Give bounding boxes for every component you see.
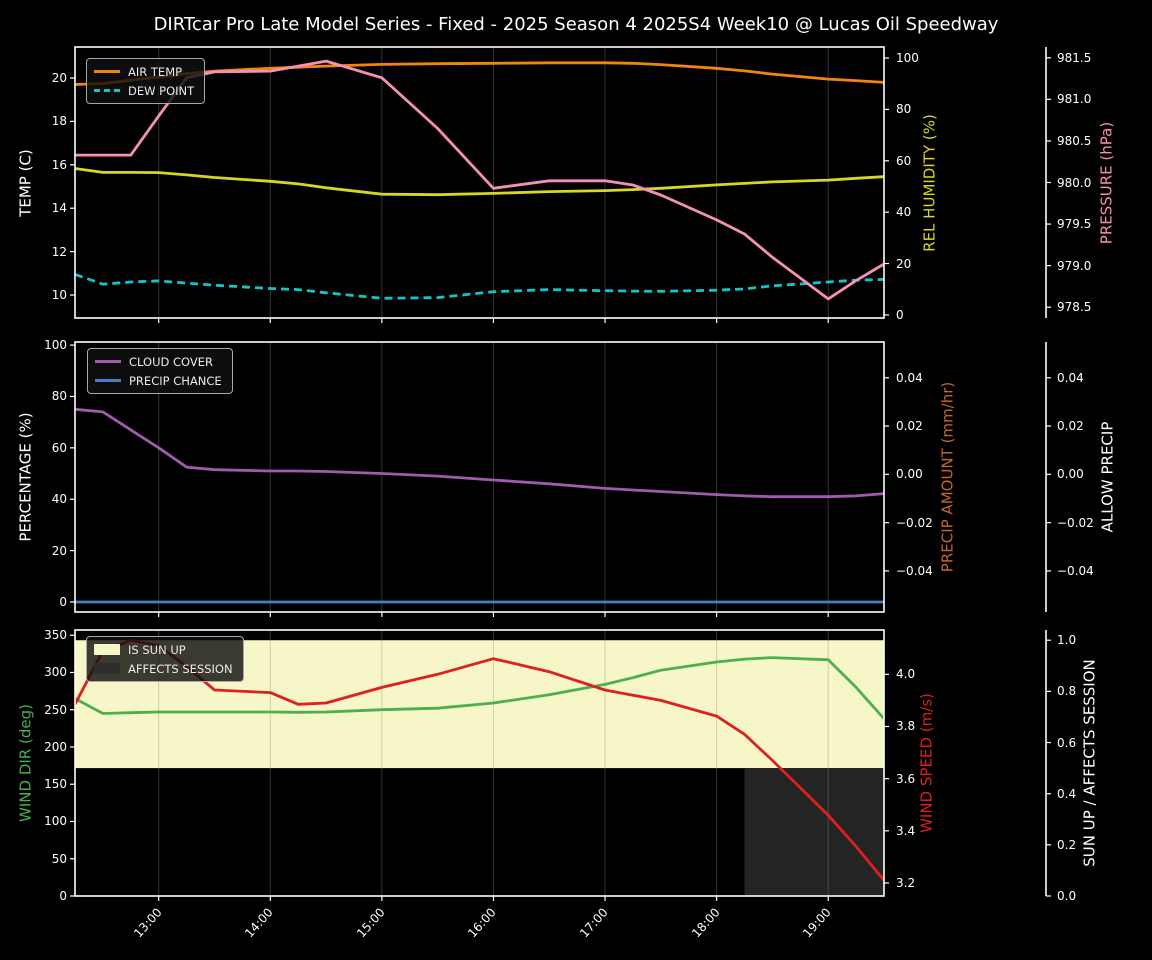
chart-title: DIRTcar Pro Late Model Series - Fixed - …: [153, 14, 999, 35]
wind-panel-border: [74, 629, 885, 897]
far-tick-label: 0.0: [1057, 889, 1077, 903]
far-tick-label: 0.04: [1057, 370, 1084, 385]
far-tick-label: 980.5: [1057, 133, 1092, 148]
right-axis-title: WIND SPEED (m/s): [917, 693, 936, 833]
left-tick-label: 300: [44, 665, 67, 680]
left-tick-label: 80: [51, 389, 67, 404]
left-tick-label: 250: [44, 702, 67, 717]
far-tick-label: −0.02: [1057, 515, 1094, 530]
far-tick-label: 0.00: [1057, 467, 1084, 482]
far-tick-label: 980.0: [1057, 175, 1092, 190]
left-tick-label: 16: [51, 157, 67, 172]
right-tick-label: 0.00: [896, 467, 923, 482]
precipitation-panel-border: [74, 341, 885, 613]
far-tick-label: 0.8: [1057, 684, 1077, 699]
right-tick-label: −0.04: [896, 563, 933, 578]
legend-swatch-line: [95, 379, 121, 382]
legend-item: IS SUN UP: [94, 642, 233, 657]
legend-label: AFFECTS SESSION: [128, 661, 233, 676]
left-tick-label: 100: [44, 338, 67, 353]
left-tick-label: 60: [51, 440, 67, 455]
right-tick-label: 3.6: [896, 771, 916, 786]
far-tick-label: 981.5: [1057, 50, 1092, 65]
far-axis-title: ALLOW PRECIP: [1098, 421, 1117, 533]
right-axis-title: REL HUMIDITY (%): [920, 113, 939, 252]
right-tick-label: 100: [896, 51, 919, 66]
far-tick-label: 1.0: [1057, 633, 1077, 648]
right-tick-label: 0.04: [896, 370, 923, 385]
far-tick-label: 0.02: [1057, 419, 1084, 434]
left-tick-label: 100: [44, 814, 67, 829]
right-tick-label: 80: [896, 102, 912, 117]
right-tick-label: 0: [896, 307, 904, 322]
temperature-panel-legend: AIR TEMP DEW POINT: [86, 58, 206, 104]
affects-session-fill: [744, 768, 884, 896]
right-tick-label: 40: [896, 205, 912, 220]
left-tick-label: 12: [51, 244, 67, 259]
left-tick-label: 20: [51, 543, 67, 558]
far-tick-label: 981.0: [1057, 92, 1092, 107]
left-tick-label: 14: [51, 201, 67, 216]
dew-point-line: [74, 273, 885, 300]
rel-humidity-line: [74, 167, 885, 197]
left-tick-label: 0: [59, 594, 67, 609]
left-tick-label: 0: [59, 889, 67, 903]
legend-swatch-patch: [94, 644, 120, 655]
far-tick-label: −0.04: [1057, 563, 1094, 578]
wind-panel-legend: IS SUN UP AFFECTS SESSION: [86, 636, 244, 682]
far-axis-title: PRESSURE (hPa): [1097, 121, 1116, 244]
wind-dir-line: [74, 656, 886, 720]
right-tick-label: 3.4: [896, 823, 916, 838]
legend-label: DEW POINT: [128, 83, 195, 98]
far-tick-label: 0.2: [1057, 837, 1077, 852]
right-tick-label: 4.0: [896, 667, 916, 682]
right-tick-label: −0.02: [896, 515, 933, 530]
left-tick-label: 20: [51, 71, 67, 86]
precipitation-panel-legend: CLOUD COVER PRECIP CHANCE: [87, 348, 233, 394]
right-tick-label: 3.2: [896, 875, 916, 890]
left-tick-label: 10: [51, 288, 67, 302]
far-tick-label: 0.6: [1057, 735, 1077, 750]
left-tick-label: 18: [51, 114, 67, 129]
legend-item: PRECIP CHANCE: [95, 373, 222, 388]
legend-item: CLOUD COVER: [95, 354, 222, 369]
left-axis-title: WIND DIR (deg): [16, 704, 35, 822]
left-tick-label: 200: [44, 739, 67, 754]
legend-label: PRECIP CHANCE: [129, 373, 222, 388]
far-tick-label: 0.4: [1057, 786, 1077, 801]
right-tick-label: 60: [896, 153, 912, 168]
legend-item: AFFECTS SESSION: [94, 661, 233, 676]
left-tick-label: 40: [51, 492, 67, 507]
legend-label: AIR TEMP: [128, 64, 183, 79]
cloud-cover-line: [74, 407, 885, 499]
far-axis-title: SUN UP / AFFECTS SESSION: [1080, 659, 1099, 867]
legend-swatch-patch: [94, 663, 120, 674]
legend-swatch-dashed: [94, 89, 120, 92]
legend-label: CLOUD COVER: [129, 354, 214, 369]
left-tick-label: 350: [44, 628, 67, 643]
far-tick-label: 979.5: [1057, 217, 1092, 232]
legend-item: DEW POINT: [94, 83, 194, 98]
legend-swatch-line: [94, 70, 120, 73]
right-axis-title: PRECIP AMOUNT (mm/hr): [938, 381, 957, 573]
far-tick-label: 978.5: [1057, 300, 1092, 315]
temperature-panel-border: [74, 46, 885, 319]
left-axis-title: TEMP (C): [16, 148, 35, 217]
left-tick-label: 150: [44, 777, 67, 792]
left-axis-title: PERCENTAGE (%): [16, 412, 35, 542]
far-tick-label: 979.0: [1057, 258, 1092, 273]
left-tick-label: 50: [51, 851, 67, 866]
right-tick-label: 0.02: [896, 419, 923, 434]
legend-item: AIR TEMP: [94, 64, 194, 79]
legend-swatch-line: [95, 360, 121, 363]
right-tick-label: 3.8: [896, 719, 916, 734]
legend-label: IS SUN UP: [128, 642, 186, 657]
right-tick-label: 20: [896, 256, 912, 271]
